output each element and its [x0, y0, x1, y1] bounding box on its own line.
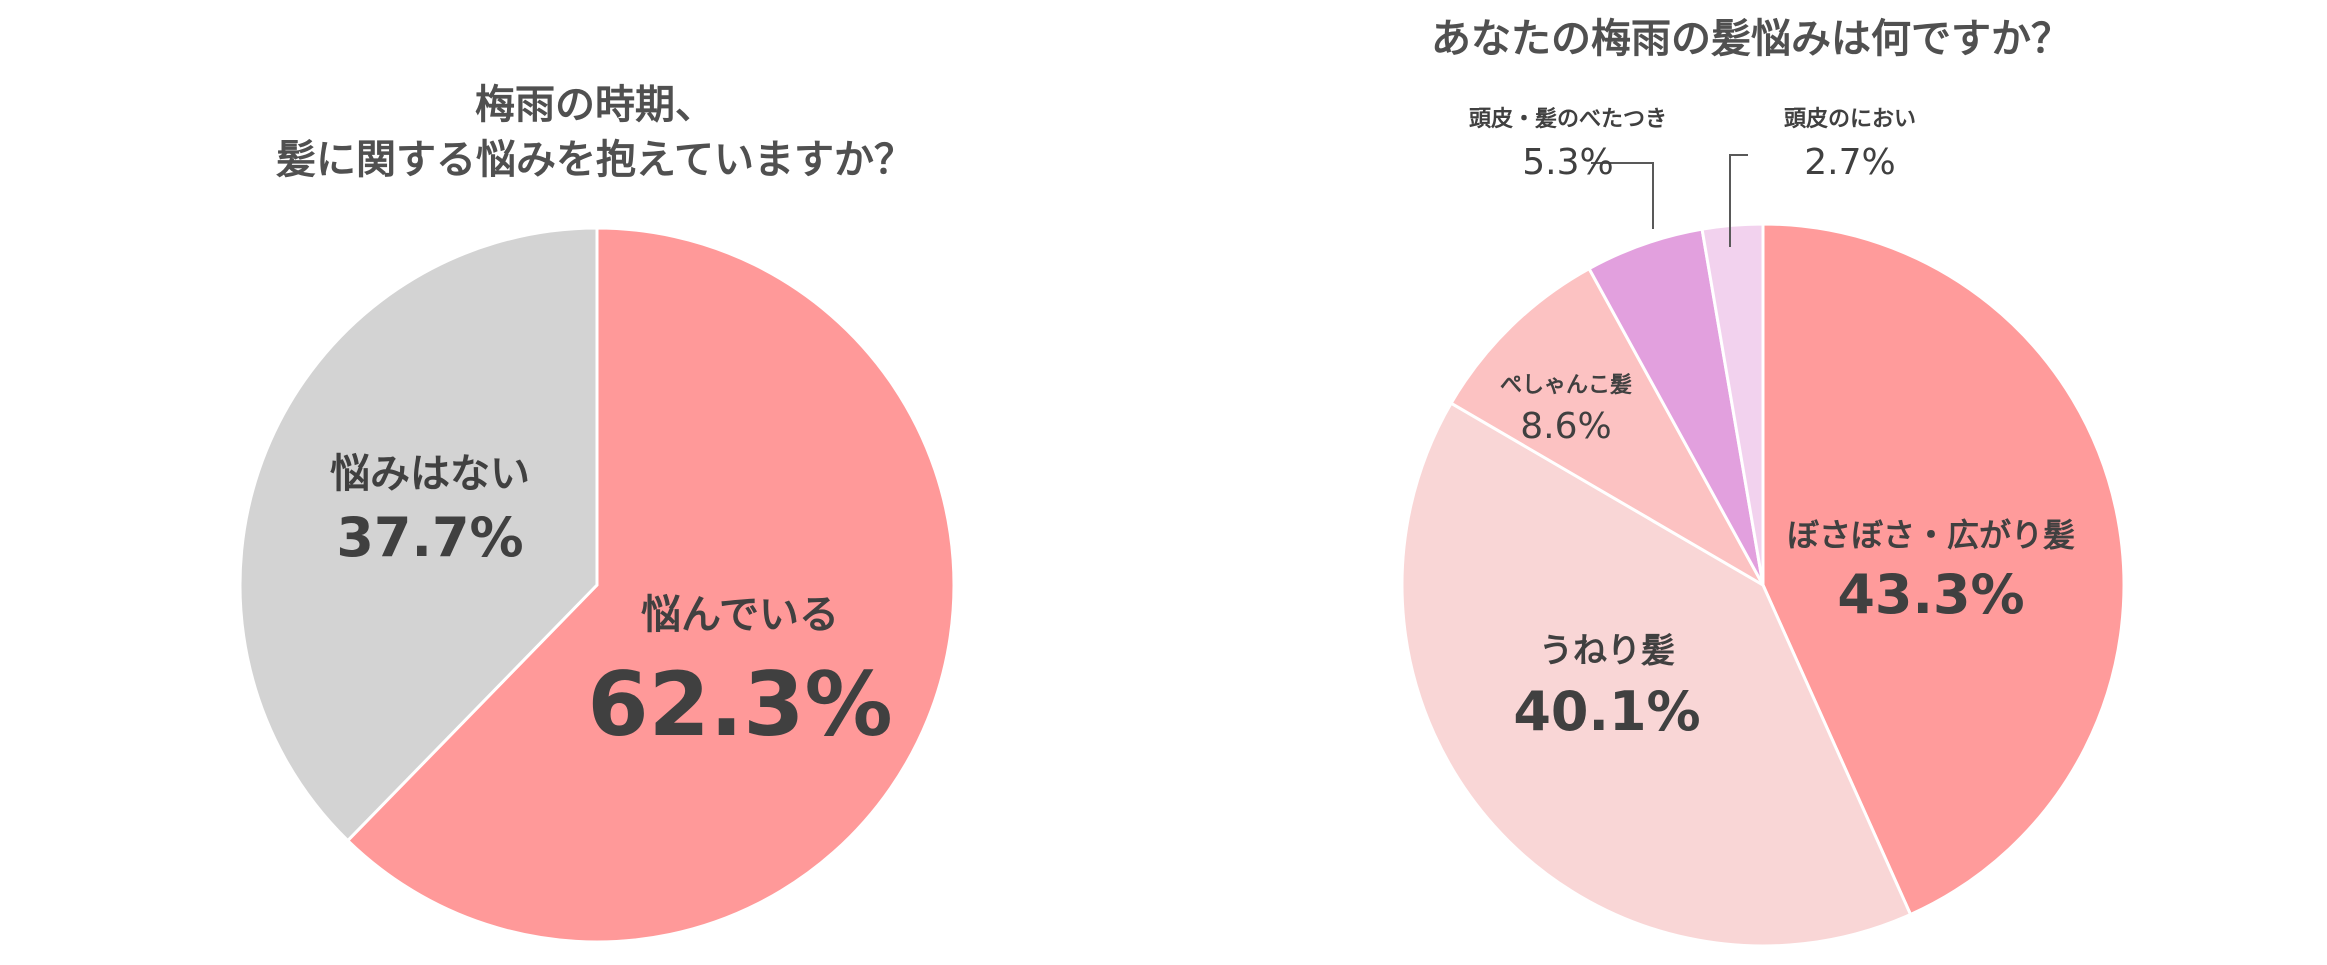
chart-2-slice-label-frizz: ぼさぼさ・広がり髪	[1787, 516, 2075, 554]
chart-1: 梅雨の時期、 髪に関する悩みを抱えていますか？ 悩んでいる 62.3% 悩みはな…	[238, 82, 956, 944]
chart-2-slice-5	[1700, 222, 1765, 587]
chart-2-title: あなたの梅雨の髪悩みは何ですか？	[1431, 16, 2071, 62]
chart-2-slice-value-frizz: 43.3%	[1837, 563, 2024, 626]
chart-2-slice-label-scalp-sticky: 頭皮・髪のべたつき	[1469, 106, 1667, 132]
chart-2-slice-value-scalp-sticky: 5.3%	[1522, 142, 1613, 183]
chart-1-title-line-2: 髪に関する悩みを抱えていますか？	[276, 137, 914, 183]
chart-1-slice-1	[346, 226, 956, 944]
chart-2-slice-3	[1449, 267, 1765, 587]
chart-2-slice-label-flat: ぺしゃんこ髪	[1500, 373, 1632, 398]
chart-2-slice-value-scalp-odor: 2.7%	[1804, 142, 1895, 183]
chart-2: あなたの梅雨の髪悩みは何ですか？ ぼさぼさ・広がり髪 43.3% うねり髪 40…	[1400, 16, 2126, 948]
chart-2-slice-2	[1400, 401, 1913, 948]
leader-line-scalp-odor	[1729, 154, 1748, 247]
chart-2-slices	[1400, 222, 2126, 948]
chart-2-slice-label-wavy: うねり髪	[1539, 631, 1675, 671]
chart-1-slices	[238, 226, 956, 944]
chart-1-title-line-1: 梅雨の時期、	[475, 82, 715, 128]
chart-2-slice-value-wavy: 40.1%	[1513, 680, 1700, 743]
leader-line-scalp-sticky	[1591, 162, 1654, 229]
chart-2-slice-value-flat: 8.6%	[1520, 406, 1611, 447]
chart-1-slice-value-not-worried: 37.7%	[336, 506, 523, 569]
chart-1-slice-value-worried: 62.3%	[587, 653, 892, 756]
chart-2-slice-1	[1761, 222, 2126, 916]
chart-1-slice-2	[238, 226, 599, 843]
chart-1-slice-label-worried: 悩んでいる	[641, 592, 839, 638]
chart-2-slice-label-scalp-odor: 頭皮のにおい	[1784, 106, 1916, 132]
chart-1-slice-label-not-worried: 悩みはない	[330, 451, 530, 497]
